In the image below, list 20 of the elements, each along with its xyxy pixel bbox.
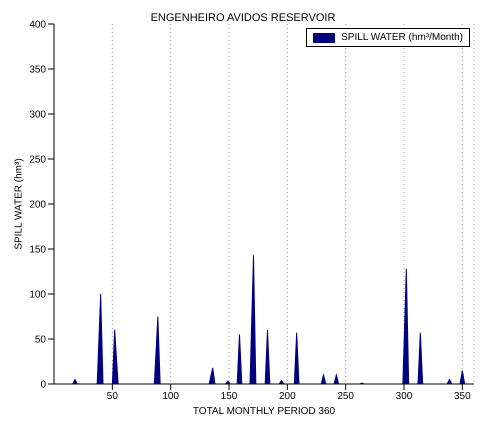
x-tick-label: 150 xyxy=(220,391,238,402)
y-tick-label: 100 xyxy=(29,290,46,301)
chart-title: ENGENHEIRO AVIDOS RESERVOIR xyxy=(150,12,336,24)
y-tick-label: 400 xyxy=(29,20,46,31)
y-tick-label: 200 xyxy=(29,200,46,211)
x-tick-label: 350 xyxy=(454,391,472,402)
x-tick-label: 300 xyxy=(396,391,413,402)
x-tick-label: 250 xyxy=(337,391,354,402)
y-axis-title: SPILL WATER (hm³) xyxy=(14,158,25,250)
x-axis-title: TOTAL MONTHLY PERIOD 360 xyxy=(192,406,336,417)
x-tick-label: 50 xyxy=(106,391,118,402)
y-tick-label: 300 xyxy=(29,110,46,121)
legend-label: SPILL WATER (hm³/Month) xyxy=(341,32,463,43)
y-tick-label: 50 xyxy=(34,334,46,346)
y-tick-label: 150 xyxy=(29,244,46,256)
y-tick-label: 350 xyxy=(29,64,46,76)
x-tick-label: 100 xyxy=(162,391,180,402)
y-tick-label: 0 xyxy=(40,380,46,391)
y-tick-label: 250 xyxy=(29,154,46,166)
x-tick-label: 200 xyxy=(278,391,296,402)
